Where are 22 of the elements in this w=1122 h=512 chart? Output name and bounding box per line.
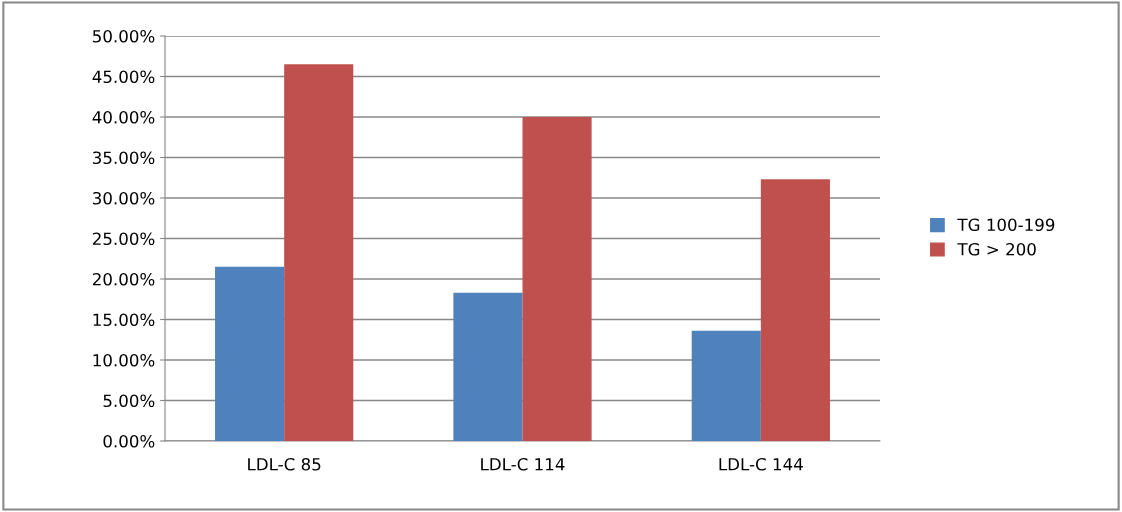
x-tick-label: LDL-C 144 xyxy=(719,457,803,471)
bar xyxy=(522,117,592,441)
y-tick-label: 40.00% xyxy=(92,110,155,124)
y-tick-label: 20.00% xyxy=(92,272,155,286)
y-tick-label: 50.00% xyxy=(93,29,155,43)
bar xyxy=(453,292,523,441)
y-tick-label: 0.00% xyxy=(103,434,155,448)
y-tick-label: 15.00% xyxy=(93,313,155,327)
bar xyxy=(284,64,354,441)
legend-label: TG > 200 xyxy=(957,242,1036,256)
y-tick-label: 30.00% xyxy=(93,191,155,205)
legend-label: TG 100-199 xyxy=(957,218,1055,232)
y-tick-label: 45.00% xyxy=(92,70,155,84)
x-tick-label: LDL-C 114 xyxy=(481,457,565,471)
y-tick-label: 35.00% xyxy=(93,151,155,165)
y-tick-label: 10.00% xyxy=(93,353,155,367)
y-tick-label: 25.00% xyxy=(92,232,155,246)
bar xyxy=(760,179,830,441)
bar xyxy=(215,266,285,441)
x-tick-label: LDL-C 85 xyxy=(248,457,321,471)
bar xyxy=(691,330,761,441)
y-tick-label: 5.00% xyxy=(103,394,155,408)
